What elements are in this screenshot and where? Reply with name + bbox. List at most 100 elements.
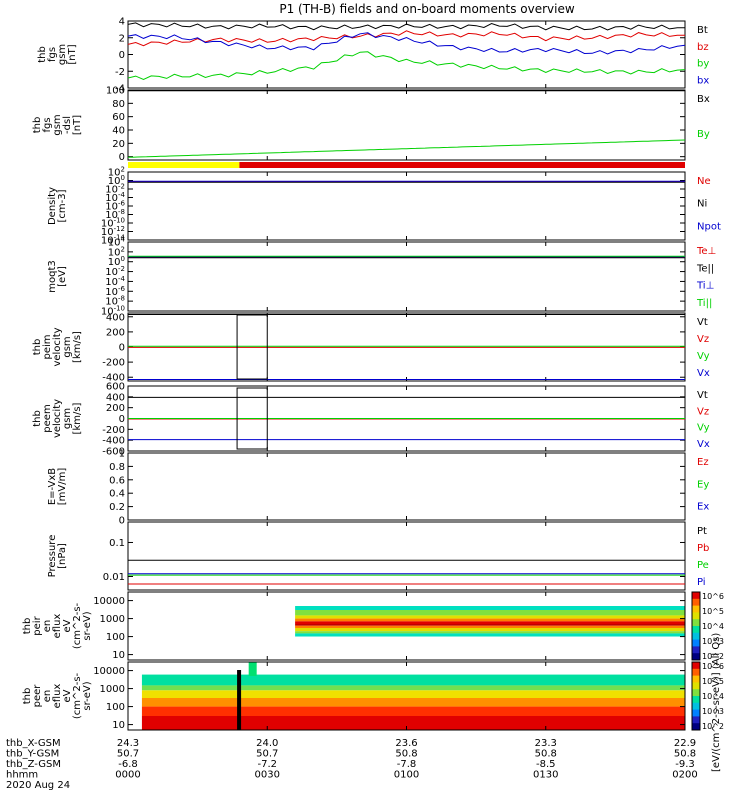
legend-label: Vz [697, 406, 709, 417]
y-tick-exponent: -6 [118, 200, 126, 208]
series-line-By [127, 139, 686, 158]
y-axis-label: [eV] [57, 266, 68, 287]
time-axis-value: -7.2 [257, 759, 277, 770]
y-axis-label: thb [32, 117, 43, 134]
colorbar-cell [692, 689, 700, 697]
panel-frame [127, 241, 686, 312]
time-axis-row-label: thb_Z-GSM [6, 759, 61, 770]
y-tick-exponent: -2 [118, 183, 125, 191]
spectrogram-band [295, 606, 685, 610]
y-tick-label: -4 [115, 84, 125, 95]
y-axis-label: velocity [52, 327, 63, 366]
spectrogram-band [295, 633, 685, 637]
time-axis-value: 0030 [255, 770, 280, 781]
spectrogram-band [141, 674, 686, 686]
series-excursion [236, 387, 268, 450]
y-tick-exponent: -2 [118, 265, 125, 273]
spectrogram-band [141, 662, 686, 675]
time-axis-value: -9.3 [675, 759, 695, 770]
legend-label: Pe [697, 560, 709, 571]
y-axis-label: Density [47, 187, 58, 225]
y-tick-label: 0 [119, 414, 125, 425]
y-tick-label: 100 [106, 702, 125, 713]
y-tick-label: 100 [106, 86, 125, 97]
spectrogram-band [141, 715, 686, 730]
spectrogram-band [295, 624, 685, 626]
colorbar-cell [692, 668, 700, 677]
spectrogram-band [295, 615, 685, 619]
y-axis-label: fgs [42, 117, 53, 132]
time-axis-value: -7.8 [397, 759, 417, 770]
y-tick-exponent: -14 [114, 234, 126, 242]
panel-frame [127, 89, 686, 161]
colorbar-frame [691, 661, 701, 731]
colorbar-cell [692, 653, 700, 661]
y-tick-label: 600 [106, 382, 125, 393]
time-axis-value: 50.7 [256, 749, 278, 760]
legend-label: Vy [697, 423, 710, 434]
spectrogram-band [295, 609, 685, 616]
legend-label: Ti⊥ [696, 281, 714, 292]
panel-frame [127, 452, 686, 521]
panel-p3: 10210010-210-410-610-810-1010-1210-14Den… [47, 166, 721, 247]
y-axis-label: [nPa] [57, 543, 68, 569]
panel-p9: 10000 1000 100 10 thb peir en eflux eV (cm^2-s-sr… [22, 591, 686, 661]
time-axis-value: 24.0 [256, 738, 278, 749]
colorbar-cell [692, 646, 700, 654]
y-axis-label: (cm^2-s- [72, 672, 83, 719]
colorbar-cell [692, 696, 700, 704]
series-group [128, 387, 685, 450]
y-tick-label: -400 [102, 373, 125, 384]
colorbar-cell [692, 639, 700, 647]
y-axis-label: moqt3 [47, 260, 58, 293]
series-line-bz [127, 30, 685, 47]
colorbar-cell [692, 612, 700, 620]
y-tick-label: 0 [119, 50, 125, 61]
y-tick-exponent: -10 [114, 217, 125, 225]
y-tick-label: -200 [102, 358, 125, 369]
y-tick-exponent: -8 [118, 208, 125, 216]
y-tick-label: 0 [119, 152, 125, 163]
y-axis-label: fgs [47, 47, 58, 62]
series-group [128, 559, 685, 585]
y-tick-label: 0 [119, 343, 125, 354]
time-axis-value: 50.8 [674, 749, 696, 760]
time-axis-value: 0200 [672, 770, 697, 781]
y-tick-label: -2 [115, 67, 125, 78]
legend-label: Ni [697, 199, 707, 210]
data-gap-bar [237, 670, 242, 730]
y-tick-label: 400 [106, 392, 125, 403]
y-tick-label: 10000 [93, 596, 125, 607]
colorbar-cell [692, 716, 700, 724]
time-axis-value: -8.5 [536, 759, 556, 770]
legend-label: by [697, 59, 709, 70]
y-axis-label: [km/s] [72, 331, 83, 363]
y-tick-exponent: -4 [118, 191, 126, 199]
y-axis-label: thb [32, 410, 43, 427]
colorbar-tick-label: 10^5 [702, 677, 724, 686]
date-label: 2020 Aug 24 [6, 780, 70, 791]
legend-label: Ti|| [696, 298, 712, 309]
series-line-Bt [127, 22, 685, 31]
y-tick-exponent: -4 [118, 275, 126, 283]
y-tick-label: 200 [106, 403, 125, 414]
legend-label: Te⊥ [696, 246, 716, 257]
y-axis-label: velocity [52, 399, 63, 438]
series-excursion [236, 314, 268, 380]
y-tick-label: 60 [112, 112, 125, 123]
spike-cell [248, 662, 257, 676]
series-group [127, 90, 686, 158]
series-group [128, 180, 685, 183]
time-axis-value: 23.3 [535, 738, 557, 749]
y-axis-label: sr-eV) [82, 681, 93, 710]
legend-label: Ne [697, 176, 711, 187]
y-axis-label: thb [22, 618, 33, 635]
y-tick-exponent: -10 [114, 305, 125, 313]
y-tick-label: 4 [119, 17, 125, 28]
time-axis-value: 0100 [394, 770, 419, 781]
spectrogram-band [295, 631, 685, 634]
y-axis-label: [nT] [72, 115, 83, 135]
